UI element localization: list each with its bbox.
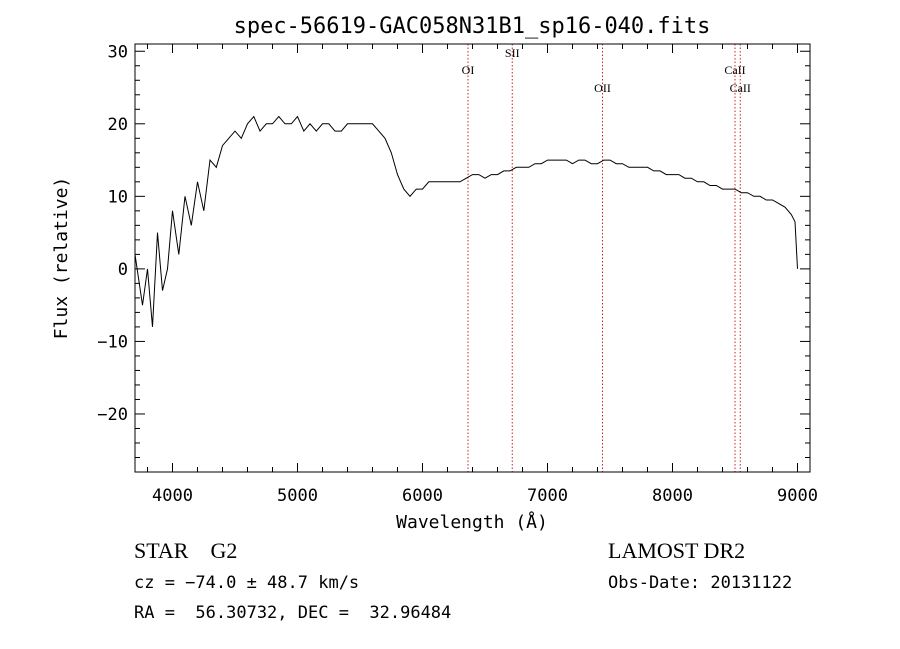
x-tick-label: 8000 xyxy=(652,486,693,506)
y-tick-label: 10 xyxy=(108,187,128,207)
y-tick-label: −10 xyxy=(97,332,128,352)
spectral-line-label: OI xyxy=(462,63,475,77)
x-tick-label: 5000 xyxy=(277,486,318,506)
spectral-line-label: CaII xyxy=(724,63,745,77)
chart-title: spec-56619-GAC058N31B1_sp16-040.fits xyxy=(234,14,711,39)
object-class: STAR xyxy=(134,538,189,563)
observation-date: Obs-Date: 20131122 xyxy=(608,573,793,593)
x-axis-label: Wavelength (Å) xyxy=(396,511,548,533)
redshift-velocity: cz = −74.0 ± 48.7 km/s xyxy=(134,573,360,593)
survey-name: LAMOST DR2 xyxy=(608,538,746,563)
x-tick-label: 7000 xyxy=(527,486,568,506)
y-tick-label: 20 xyxy=(108,115,128,135)
plot-frame xyxy=(134,43,811,473)
object-classification: STAR G2 xyxy=(134,538,237,564)
spectral-line-label: CaII xyxy=(730,81,751,95)
spectrum-line xyxy=(134,115,798,327)
y-tick-label: −20 xyxy=(97,405,128,425)
spectral-line-label: SII xyxy=(505,46,520,60)
spectral-line-label: OII xyxy=(594,81,611,95)
y-tick-label: 30 xyxy=(108,42,128,62)
spectral-line-markers: OI SII OII CaII CaII xyxy=(462,44,751,472)
x-tick-label: 6000 xyxy=(402,486,443,506)
coordinates: RA = 56.30732, DEC = 32.96484 xyxy=(134,603,452,623)
y-axis-label: Flux (relative) xyxy=(51,177,72,340)
x-tick-label: 4000 xyxy=(152,486,193,506)
object-subclass: G2 xyxy=(210,538,238,563)
y-tick-label: 0 xyxy=(118,260,128,280)
x-axis-ticks: 4000 5000 6000 7000 8000 9000 xyxy=(147,44,818,506)
x-tick-label: 9000 xyxy=(777,486,818,506)
y-axis-ticks: −20 −10 0 10 20 30 xyxy=(97,42,810,458)
